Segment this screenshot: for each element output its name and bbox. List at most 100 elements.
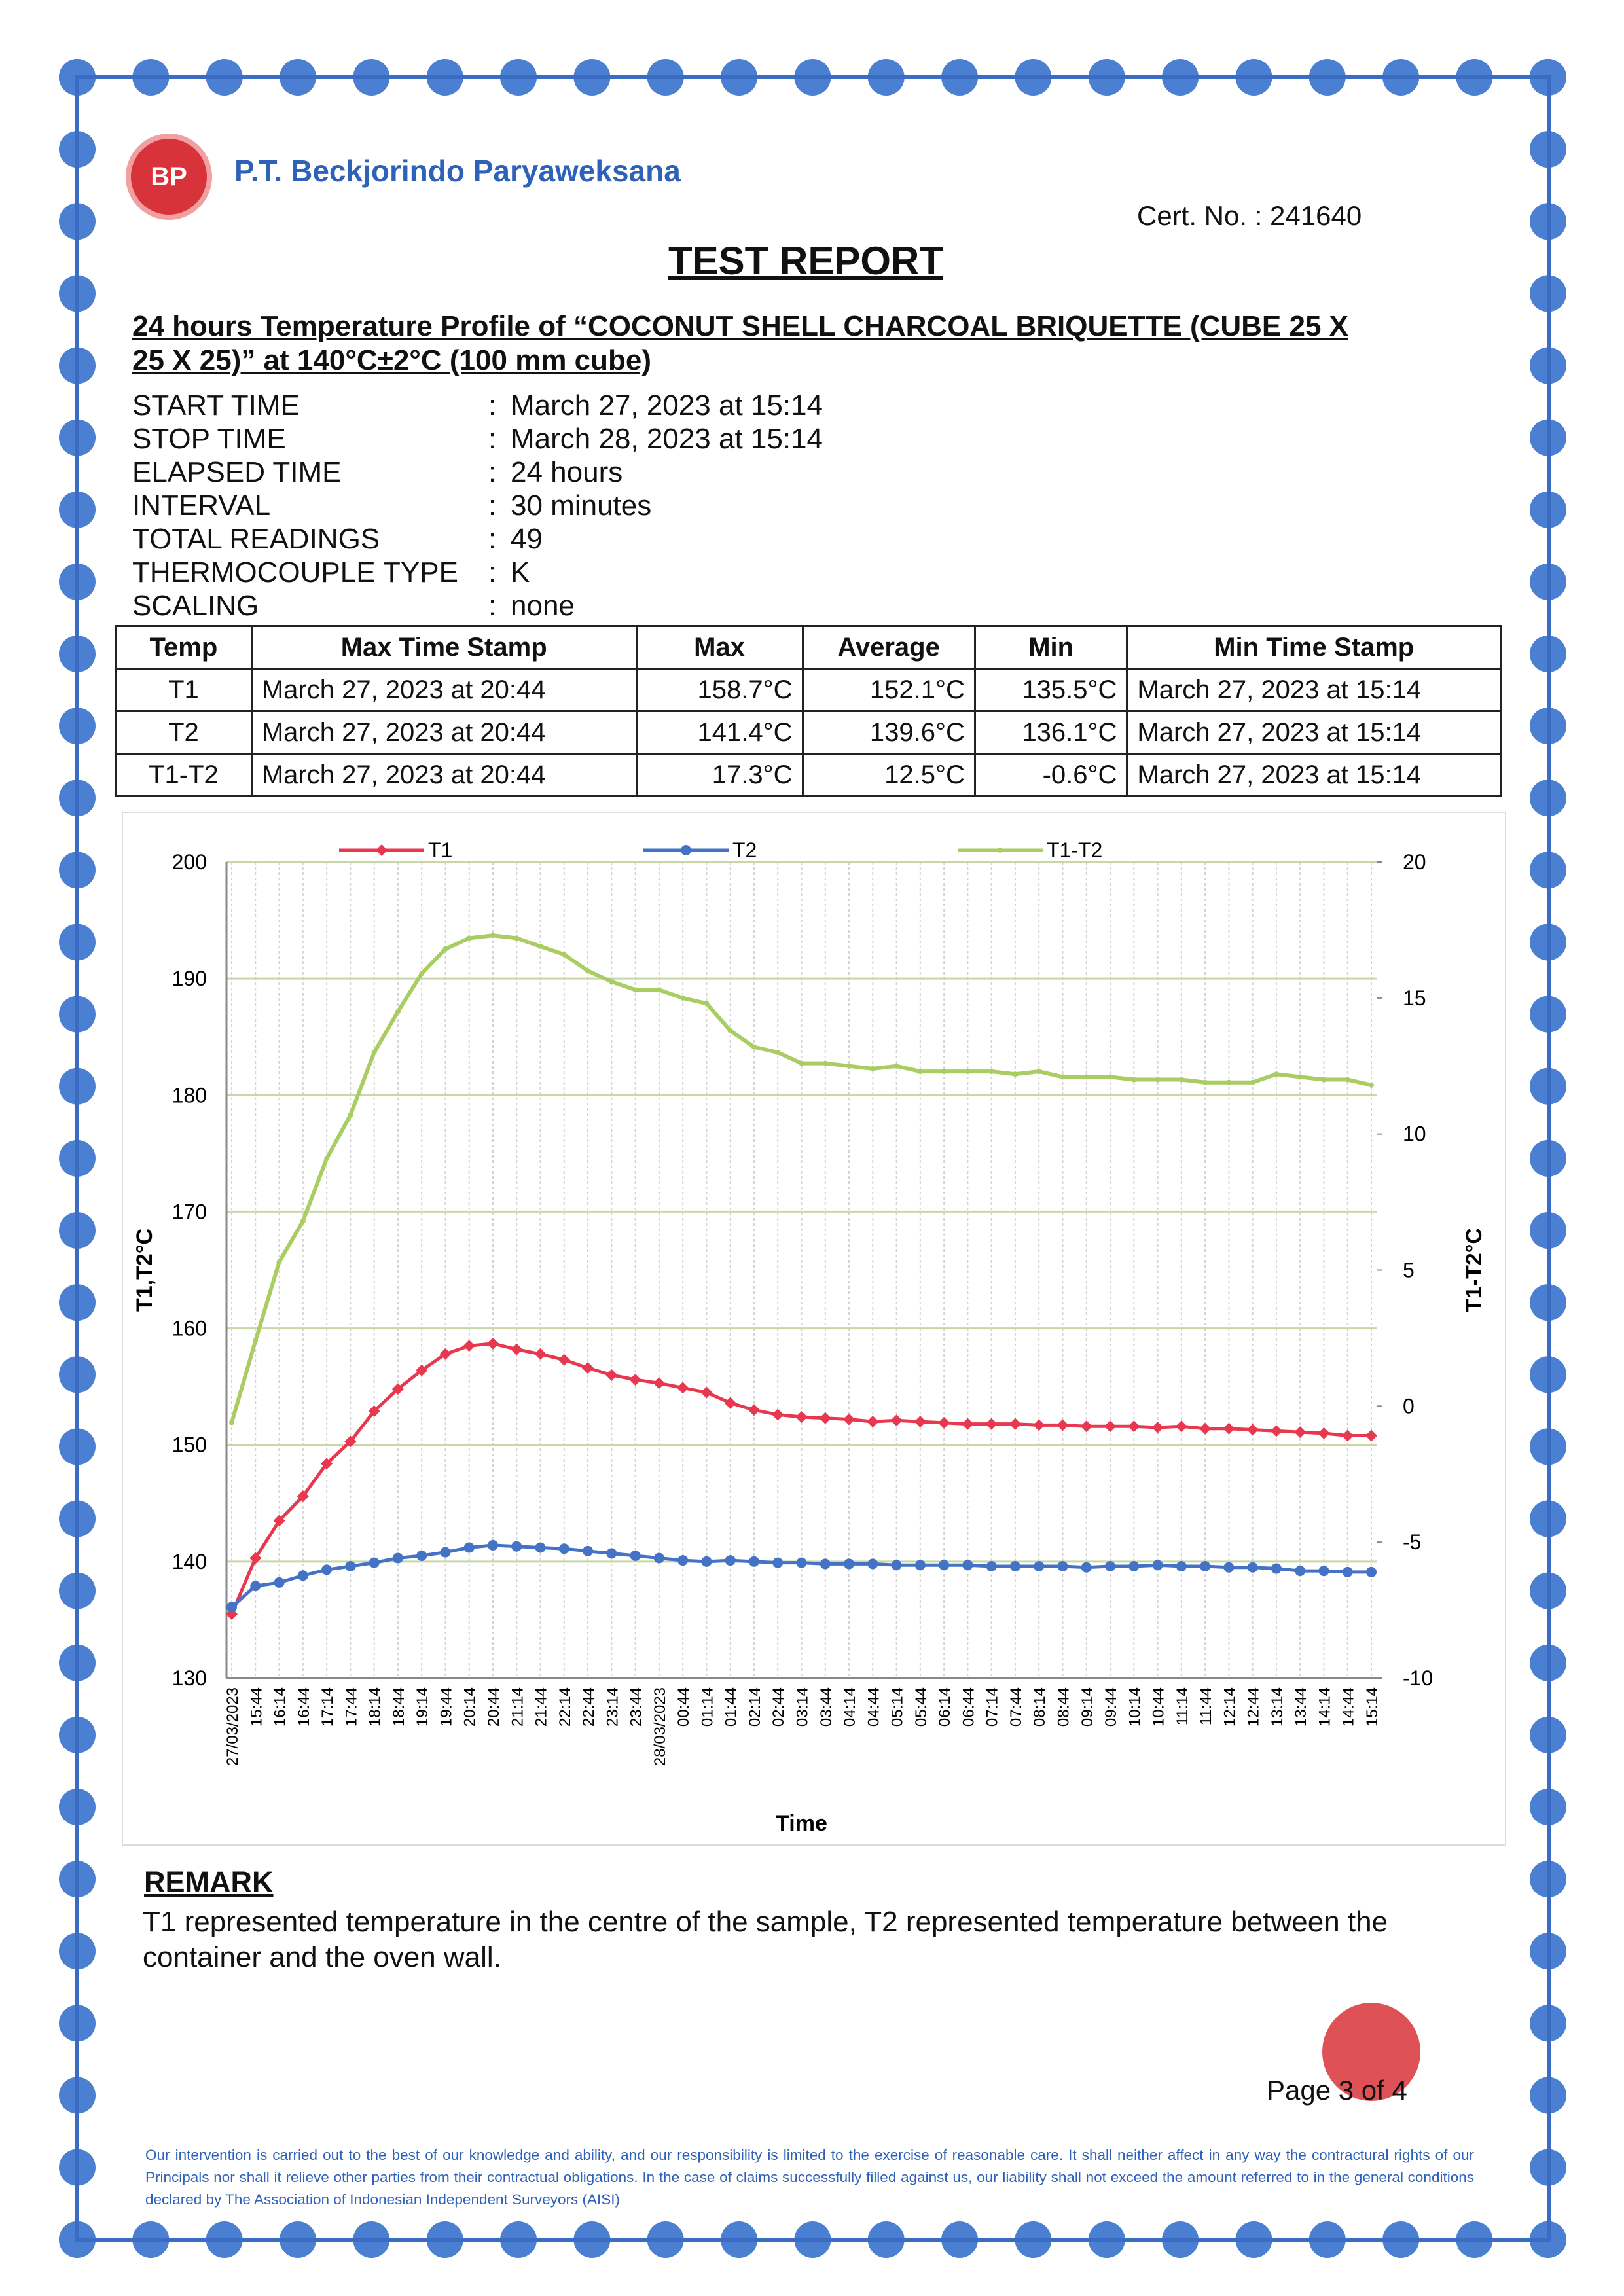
point [1152,1560,1163,1571]
point [1294,1426,1307,1439]
y2-tick-label: 15 [1403,986,1426,1010]
info-row: ELAPSED TIME 24 hours [132,456,623,489]
point [561,952,567,958]
point [297,1570,308,1581]
x-tick-label: 01:14 [698,1687,716,1727]
info-value: K [488,556,530,589]
table-row: T2 March 27, 2023 at 20:44 141.4°C 139.6°C 1… [115,710,1502,755]
point [348,1112,353,1118]
remark-text: T1 represented temperature in the centre… [143,1906,1388,1973]
point [300,1218,306,1224]
table-cell: March 27, 2023 at 20:44 [250,710,638,755]
point [822,1060,828,1066]
point [1247,1562,1258,1573]
point [914,1560,926,1571]
point [416,1364,428,1376]
x-tick-label: 17:14 [319,1687,336,1727]
point [701,1556,712,1567]
table-cell: 139.6°C [801,710,976,755]
x-axis-title: Time [776,1811,827,1836]
point [609,978,615,984]
point [1034,1560,1045,1571]
x-tick-label: 19:14 [414,1687,431,1727]
y2-tick-label: -5 [1403,1530,1421,1554]
point [914,1416,926,1428]
point [998,848,1003,853]
point [416,1550,427,1561]
point [677,1382,689,1394]
point [962,1560,973,1571]
x-tick-label: 12:14 [1221,1687,1238,1727]
point [727,1028,733,1033]
table-cell: T1-T2 [115,753,253,797]
point [681,845,691,855]
info-value: March 28, 2023 at 15:14 [488,422,823,456]
point [1318,1427,1330,1439]
point [1128,1420,1140,1433]
y2-tick-label: -10 [1403,1666,1433,1690]
y2-tick-label: 10 [1403,1122,1426,1146]
point [986,1560,997,1571]
y-tick-label: 160 [172,1317,207,1340]
subtitle: 24 hours Temperature Profile of “COCONUT… [132,310,1349,342]
x-tick-label: 05:44 [912,1687,930,1727]
x-tick-label: 21:14 [509,1687,526,1727]
point [439,1348,452,1360]
x-tick-label: 01:44 [723,1687,740,1727]
info-value: 24 hours [488,456,623,489]
point [1012,1071,1018,1077]
x-tick-label: 14:14 [1316,1687,1333,1727]
table-cell: 12.5°C [801,753,976,797]
point [371,1049,377,1055]
point [1270,1425,1282,1437]
point [463,1340,475,1352]
point [1176,1560,1187,1571]
point [419,971,425,977]
info-value: 49 [488,522,543,556]
x-tick-label: 13:14 [1269,1687,1286,1727]
point [1321,1077,1327,1083]
point [1200,1560,1211,1571]
x-tick-label: 22:44 [580,1687,598,1727]
table-cell: T1 [115,668,253,712]
x-tick-label: 14:44 [1340,1687,1358,1727]
chart-box: 130 140 150 160 170 180 190 200 -10 -5 0 5 10 15 20 27/… [122,812,1506,1846]
point [819,1412,831,1424]
table-cell: 136.1°C [973,710,1128,755]
x-tick-label: 19:44 [437,1687,455,1727]
point [1105,1560,1116,1571]
point [1081,1562,1092,1573]
table-header-cell: Max Time Stamp [250,625,638,670]
point [321,1564,333,1575]
point [558,1354,570,1366]
point [297,1490,309,1503]
point [1083,1074,1089,1080]
x-tick-label: 04:44 [865,1687,882,1727]
point [582,1362,594,1374]
table-header-cell: Min Time Stamp [1126,625,1502,670]
point [1344,1077,1350,1083]
point [226,1602,237,1613]
point [511,1541,522,1552]
y2-tick-label: 0 [1403,1394,1415,1418]
y-axis-title: T1,T2°C [132,1229,157,1312]
point [1246,1424,1259,1436]
x-tick-label: 18:44 [390,1687,408,1727]
legend-label: T2 [732,838,757,862]
point [1223,1422,1235,1435]
y-tick-label: 170 [172,1200,207,1223]
info-value: 30 minutes [488,489,651,522]
point [1223,1562,1235,1573]
point [1108,1074,1113,1080]
point [700,1386,713,1399]
point [511,1343,523,1355]
point [677,1555,689,1566]
table-cell: March 27, 2023 at 20:44 [250,668,638,712]
table-header-cell: Max [635,625,804,670]
x-tick-label: 06:44 [960,1687,977,1727]
point [1104,1420,1117,1433]
point [795,1410,808,1423]
x-tick-label: 12:44 [1245,1687,1263,1727]
legend-label: T1-T2 [1047,838,1102,862]
point [585,968,591,974]
